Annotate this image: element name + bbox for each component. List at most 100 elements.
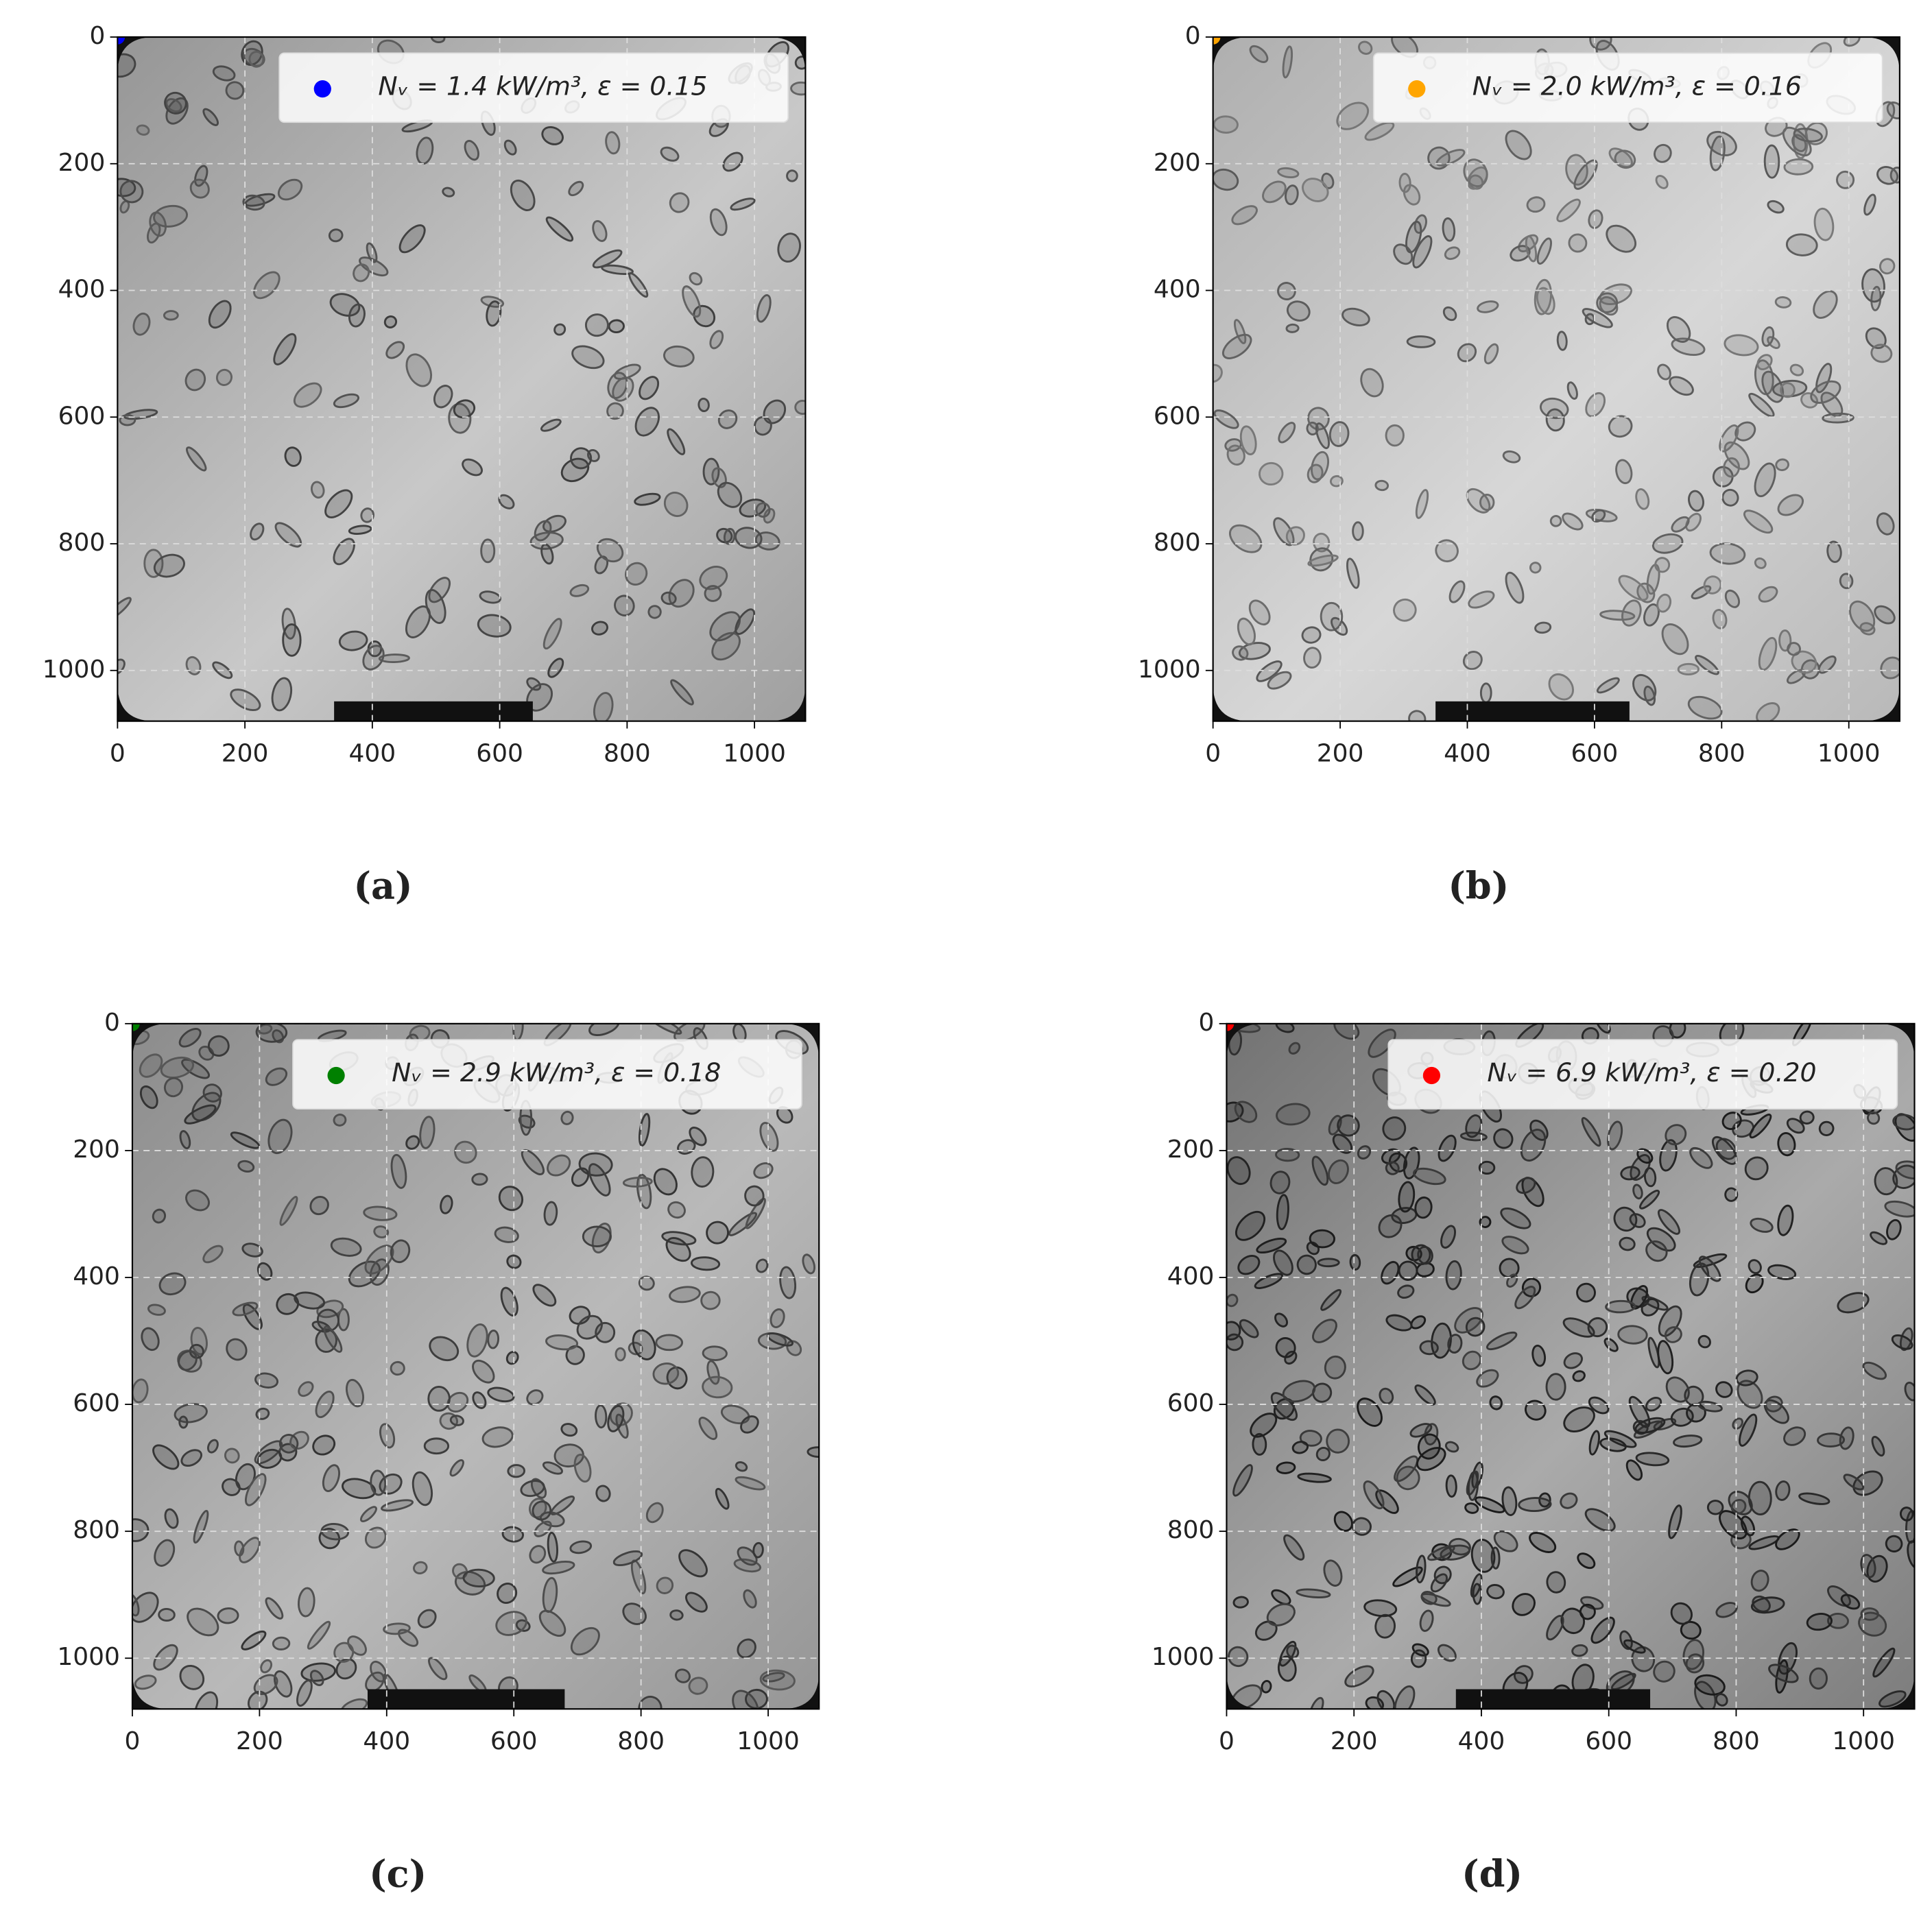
bubble <box>348 303 366 328</box>
bubble <box>1463 158 1488 187</box>
photo-background <box>1213 37 1900 721</box>
bubble <box>1276 1461 1296 1474</box>
bubble <box>1344 1665 1374 1688</box>
bubble <box>588 1163 611 1197</box>
bubble <box>608 319 625 333</box>
bubble <box>756 294 772 323</box>
bubble <box>612 1550 643 1567</box>
bubble <box>638 1696 663 1709</box>
bubble <box>1302 178 1329 202</box>
bubble <box>244 193 276 207</box>
bubble <box>1839 1426 1855 1450</box>
bubble <box>1501 1236 1529 1255</box>
bubble <box>237 1160 255 1173</box>
bubble <box>141 1327 160 1352</box>
bubble <box>1440 1225 1456 1249</box>
bubble <box>763 399 787 424</box>
bubble <box>405 1135 420 1150</box>
bubble <box>143 549 164 578</box>
bubble <box>1529 562 1542 574</box>
bubble <box>1385 1314 1413 1332</box>
bubble <box>1573 159 1598 190</box>
subfigure-caption: (b) <box>1448 864 1509 908</box>
bubble <box>1730 1499 1747 1515</box>
bubble <box>1744 1156 1769 1181</box>
bubble <box>647 605 662 619</box>
bubble <box>1839 573 1854 590</box>
bubble <box>309 1670 324 1686</box>
x-tick-label: 600 <box>1585 1727 1632 1755</box>
bubble <box>711 467 727 488</box>
bubble <box>267 1118 293 1155</box>
bubble <box>702 457 720 485</box>
bubble <box>1817 1432 1846 1448</box>
bubble <box>1632 1184 1643 1200</box>
bubble <box>663 491 689 517</box>
bubble <box>1607 1120 1623 1151</box>
bubble <box>1619 1236 1636 1251</box>
bubble <box>282 623 302 657</box>
bubble <box>1768 1664 1799 1683</box>
x-tick-label: 0 <box>1219 1727 1235 1755</box>
bubble <box>1560 1492 1578 1509</box>
bubble <box>762 1672 785 1683</box>
bubble <box>667 1201 686 1219</box>
bubble <box>383 315 398 328</box>
bubble <box>1669 376 1694 396</box>
bubble <box>1516 1177 1536 1194</box>
bubble <box>310 481 325 499</box>
bubble <box>1525 1400 1547 1421</box>
bubble <box>1777 494 1804 516</box>
bubble <box>550 1496 575 1515</box>
bubble <box>1374 479 1390 492</box>
bubble <box>1688 490 1704 512</box>
bubble <box>786 169 798 182</box>
bubble <box>1879 1690 1907 1708</box>
bubble <box>487 1386 515 1403</box>
bubble <box>1307 554 1339 567</box>
bubble <box>1728 1490 1753 1515</box>
bubble <box>520 1480 545 1498</box>
bubble <box>614 595 635 616</box>
bubble <box>1259 461 1284 486</box>
bubble <box>1712 466 1734 488</box>
bubble <box>638 1113 651 1147</box>
bubble <box>385 341 405 359</box>
bubble <box>622 1177 653 1188</box>
bubble <box>1486 1331 1518 1351</box>
bubble <box>1403 184 1421 206</box>
image-panel <box>117 37 806 721</box>
bubble <box>1654 557 1671 573</box>
bubble <box>1320 601 1344 632</box>
bubble <box>1703 575 1722 595</box>
bubble <box>1548 673 1575 701</box>
bubble <box>1879 258 1896 275</box>
bubble <box>1673 1434 1703 1448</box>
y-tick-label: 600 <box>73 1389 120 1417</box>
bubble <box>1311 451 1330 481</box>
bubble <box>253 1674 278 1696</box>
bubble <box>1588 209 1603 229</box>
bubble <box>1799 1110 1815 1125</box>
bubble <box>1671 516 1690 533</box>
bubble <box>1715 1138 1737 1160</box>
y-tick-label: 0 <box>1199 1009 1215 1037</box>
bubble <box>163 1077 184 1098</box>
bubble <box>704 585 722 602</box>
y-tick-label: 600 <box>1167 1389 1215 1417</box>
bubble <box>247 1690 268 1709</box>
bubble <box>547 1531 558 1563</box>
bubble <box>1706 1500 1724 1515</box>
bubble <box>1571 1644 1588 1657</box>
bubble <box>1486 1583 1505 1600</box>
axes-frame <box>1226 1022 1916 1710</box>
bubble <box>1777 1132 1796 1157</box>
bubble <box>595 1404 608 1429</box>
bubble <box>498 1186 524 1212</box>
bubble <box>311 1321 331 1333</box>
bubble <box>1229 524 1263 553</box>
bubble <box>568 180 584 197</box>
bubble <box>1629 1213 1646 1228</box>
bubble <box>1641 1298 1660 1317</box>
bubble <box>560 1423 578 1437</box>
